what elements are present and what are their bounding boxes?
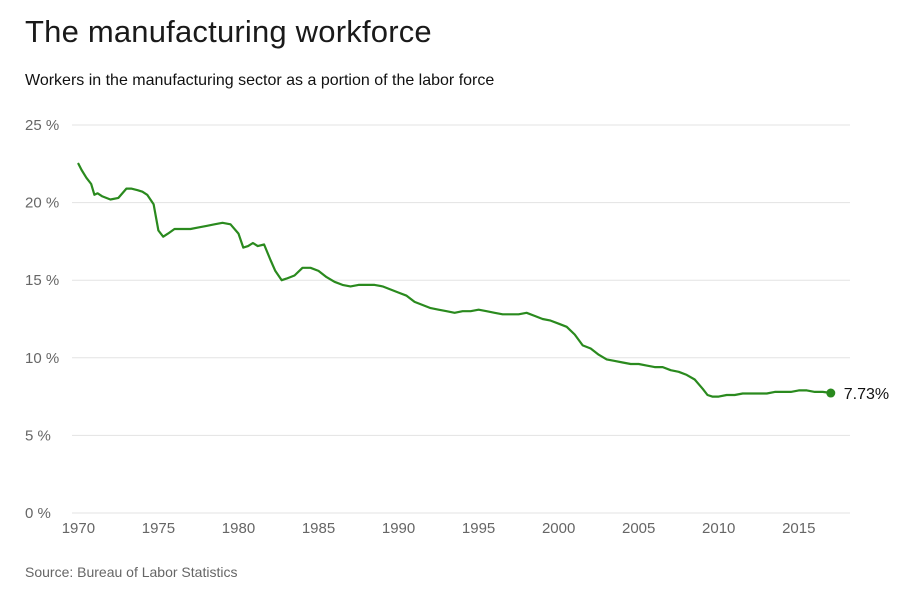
gridlines — [72, 124, 850, 514]
y-axis-ticks: 0 % 5 % 10 % 15 % 20 % 25 % — [25, 117, 59, 522]
x-tick-label: 1985 — [302, 520, 335, 537]
chart-title: The manufacturing workforce — [25, 14, 432, 49]
source-note: Source: Bureau of Labor Statistics — [25, 564, 238, 580]
x-tick-label: 2005 — [622, 520, 655, 537]
chart-subtitle: Workers in the manufacturing sector as a… — [25, 72, 495, 89]
y-tick-label: 25 % — [25, 117, 59, 134]
y-tick-label: 20 % — [25, 195, 59, 212]
x-tick-label: 1980 — [222, 520, 255, 537]
y-tick-label: 0 % — [25, 505, 51, 522]
y-tick-label: 5 % — [25, 427, 51, 444]
end-value-label: 7.73% — [844, 386, 889, 403]
y-tick-label: 10 % — [25, 350, 59, 367]
series-layer: 7.73% — [77, 162, 889, 403]
x-tick-label: 2015 — [782, 520, 815, 537]
x-tick-label: 1970 — [62, 520, 95, 537]
x-tick-label: 1995 — [462, 520, 495, 537]
x-tick-label: 2010 — [702, 520, 735, 537]
x-axis-ticks: 1970 1975 1980 1985 1990 1995 2000 2005 2010 2015 — [62, 520, 816, 537]
y-tick-label: 15 % — [25, 272, 59, 289]
end-point-marker — [826, 388, 836, 398]
x-tick-label: 2000 — [542, 520, 575, 537]
x-tick-label: 1975 — [142, 520, 175, 537]
series-line — [77, 162, 832, 398]
x-tick-label: 1990 — [382, 520, 415, 537]
